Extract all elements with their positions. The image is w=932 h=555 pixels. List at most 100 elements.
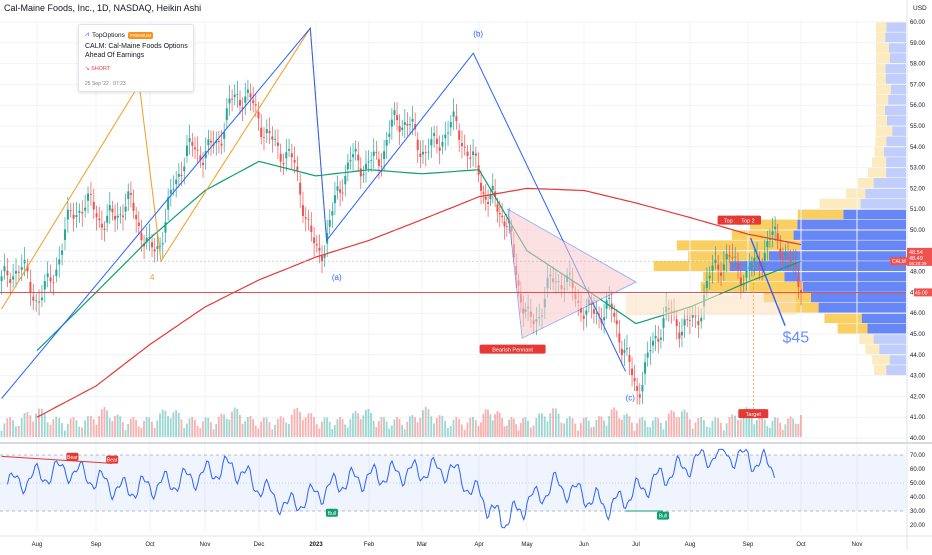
candle-body — [279, 153, 282, 162]
candle-body — [140, 233, 143, 241]
volume-bar — [623, 414, 626, 437]
volume-bar — [737, 420, 739, 437]
volume-profile-bar-down — [889, 354, 906, 365]
volume-bar — [403, 429, 406, 437]
candle-body — [503, 221, 506, 227]
candle-body — [35, 300, 38, 302]
candle-body — [444, 134, 447, 139]
volume-bar — [529, 427, 532, 437]
candle-body — [435, 138, 438, 145]
volume-bar — [63, 430, 66, 437]
volume-bar — [151, 421, 153, 437]
news-card[interactable]: ⩘ TopOptions PREMIUM CALM: Cal-Maine Foo… — [78, 24, 194, 92]
volume-bar — [686, 412, 689, 437]
volume-bar — [552, 408, 554, 437]
candle-body — [585, 310, 588, 315]
candle-body — [631, 368, 634, 376]
volume-bar — [372, 420, 375, 437]
candle-body — [396, 115, 399, 121]
candle-body — [737, 262, 740, 269]
volume-bar — [393, 419, 396, 437]
candle-body — [244, 96, 247, 103]
volume-bar — [585, 417, 588, 437]
candle-body — [310, 225, 313, 232]
candle-body — [290, 153, 293, 158]
volume-profile-bar-down — [784, 271, 906, 282]
volume-bar — [708, 427, 711, 437]
candle-body — [72, 214, 75, 219]
volume-bar — [66, 423, 69, 437]
price-tick-label: 54.00 — [910, 145, 926, 151]
volume-bar — [164, 410, 167, 437]
candle-body — [419, 153, 422, 157]
volume-bar — [153, 428, 156, 437]
volume-bar — [649, 427, 652, 437]
candle-body — [595, 312, 598, 314]
volume-bar — [143, 420, 145, 437]
chart-header-title: Cal-Maine Foods, Inc., 1D, NASDAQ, Heiki… — [4, 3, 202, 13]
volume-bar — [388, 428, 391, 437]
candle-body — [582, 315, 585, 319]
candle-body — [55, 269, 58, 276]
volume-bar — [95, 424, 98, 437]
candle-body — [159, 245, 162, 247]
volume-profile-bar-up — [875, 115, 887, 126]
volume-bar — [646, 426, 649, 437]
candle-body — [603, 317, 606, 321]
volume-bar — [484, 409, 487, 437]
candle-body — [411, 118, 414, 122]
volume-bar — [320, 421, 323, 437]
candle-body — [352, 154, 355, 158]
volume-bar — [26, 412, 29, 437]
candle-body — [654, 335, 657, 339]
current-price-badge — [907, 247, 932, 266]
candle-body — [346, 162, 349, 170]
volume-bar — [220, 413, 223, 437]
candle-body — [401, 127, 404, 130]
volume-profile-bar-down — [885, 63, 906, 74]
currency-label: USD — [913, 5, 927, 12]
volume-bar — [78, 426, 81, 437]
candle-body — [81, 212, 84, 214]
volume-bar — [427, 409, 430, 437]
volume-profile-bar-down — [797, 219, 906, 230]
symbol-badge — [890, 257, 907, 266]
volume-bar — [6, 418, 9, 437]
volume-bar — [615, 410, 618, 437]
volume-bar — [636, 423, 638, 437]
volume-bar — [215, 423, 218, 437]
volume-bar — [223, 414, 225, 437]
candle-body — [748, 266, 751, 269]
candle-body — [6, 270, 9, 276]
candle-body — [285, 152, 288, 159]
candle-body — [169, 189, 172, 194]
volume-bar — [148, 417, 151, 437]
volume-bar — [188, 418, 191, 437]
candle-body — [172, 188, 175, 190]
candle-body — [691, 314, 694, 318]
candle-body — [711, 265, 714, 271]
candle-body — [183, 166, 186, 172]
volume-bar — [301, 419, 304, 437]
volume-bar — [651, 420, 654, 437]
time-tick-label: May — [521, 542, 532, 548]
volume-profile-bar-up — [837, 323, 868, 334]
volume-bar — [323, 417, 326, 437]
price-tick-label: 58.00 — [910, 62, 926, 68]
candle-body — [9, 279, 12, 284]
volume-profile-bar-down — [729, 261, 906, 272]
candle-body — [763, 253, 766, 261]
price-target-label: $45 — [782, 329, 809, 346]
candle-body — [615, 320, 618, 325]
candle-body — [620, 348, 623, 356]
volume-bar — [766, 426, 769, 437]
volume-bar — [276, 418, 279, 437]
rsi-tick-label: 50.00 — [910, 481, 926, 487]
rsi-bull-label-bg — [657, 511, 669, 520]
rsi-tick-label: 40.00 — [910, 495, 926, 501]
bearish-pennant-label: Bearish Pennant — [492, 347, 533, 353]
volume-bar — [313, 417, 315, 437]
volume-bar — [725, 423, 728, 437]
price-tick-label: 45.00 — [910, 332, 926, 338]
news-title[interactable]: CALM: Cal-Maine Foods Options Ahead Of E… — [85, 43, 188, 59]
